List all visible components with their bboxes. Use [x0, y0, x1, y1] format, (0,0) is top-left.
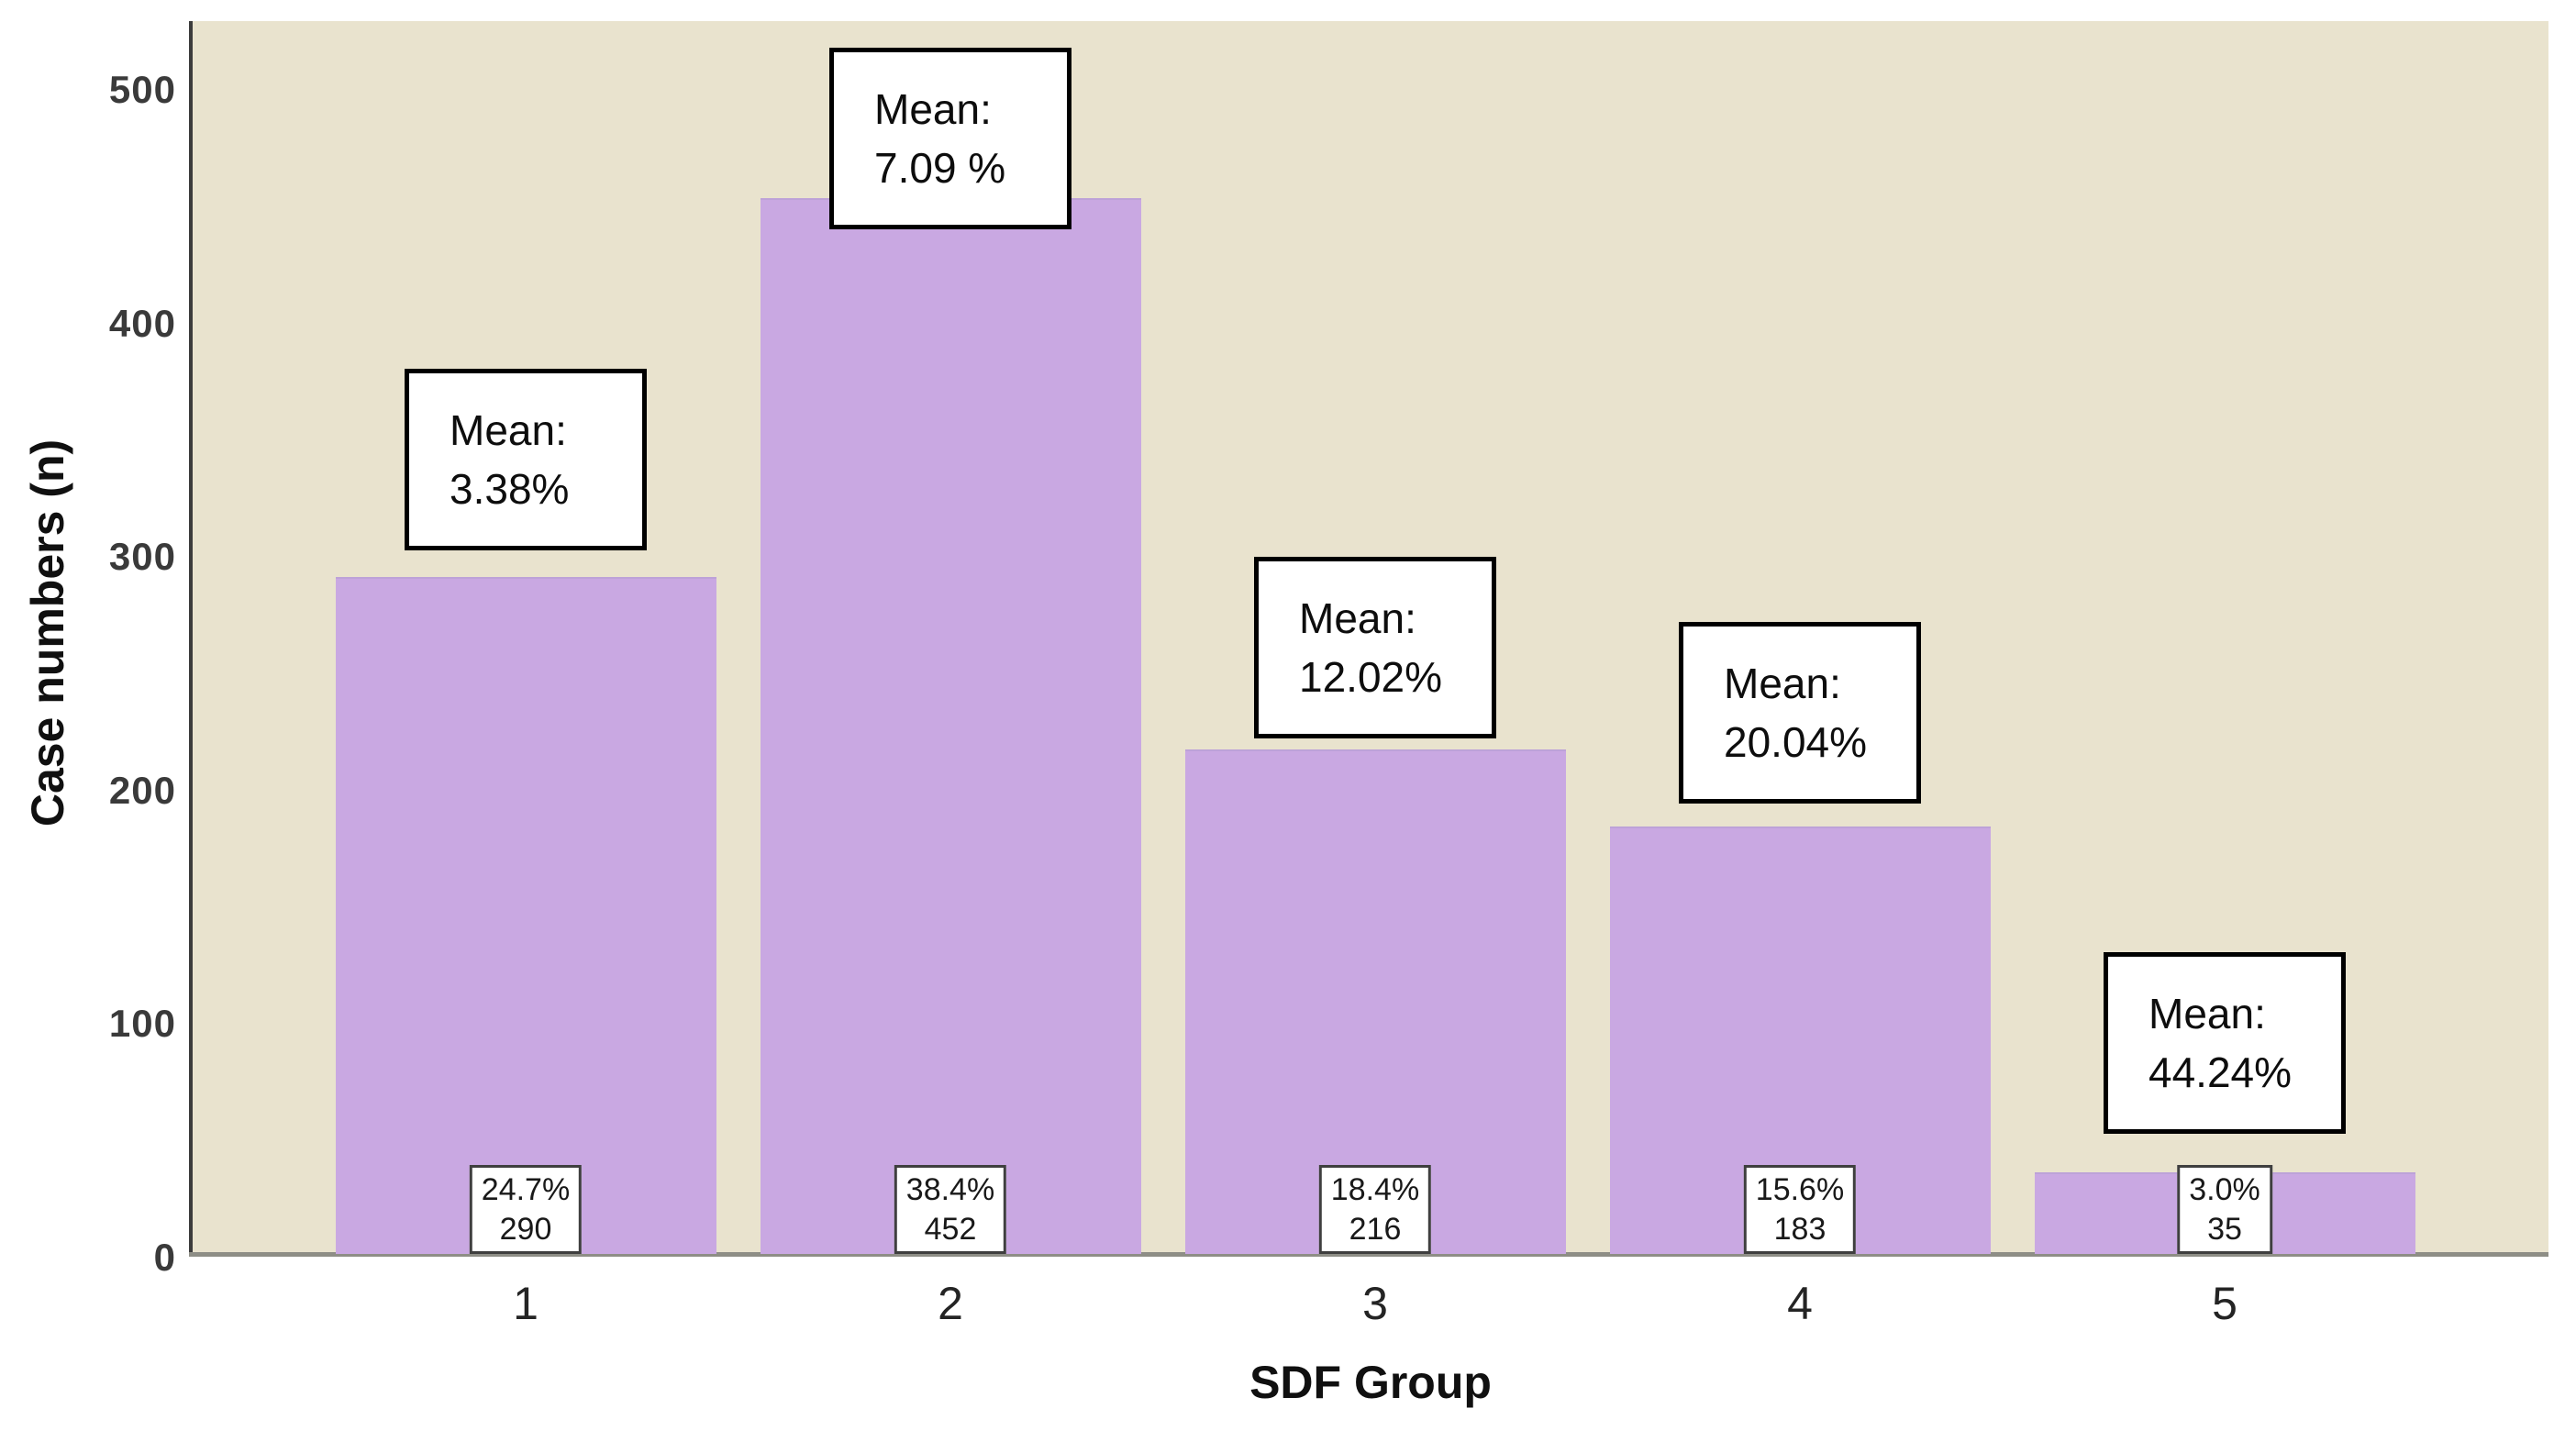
mean-annotation-box: Mean: 3.38% — [405, 369, 647, 550]
bar-value-box: 18.4% 216 — [1318, 1165, 1432, 1254]
mean-label-value: 12.02% — [1299, 653, 1443, 701]
bar-count-label: 183 — [1773, 1212, 1827, 1247]
mean-annotation-box: Mean: 7.09 % — [829, 48, 1071, 229]
bar-percent-label: 15.6% — [1755, 1172, 1845, 1207]
mean-annotation-box: Mean: 12.02% — [1254, 557, 1496, 738]
mean-label-value: 7.09 % — [874, 144, 1006, 192]
bar-count-label: 35 — [2207, 1212, 2242, 1247]
mean-annotation-box: Mean: 20.04% — [1679, 622, 1921, 804]
x-tick-label: 3 — [1362, 1278, 1388, 1329]
x-tick-label: 4 — [1787, 1278, 1813, 1329]
bar-percent-label: 24.7% — [481, 1172, 571, 1207]
bar-value-box: 24.7% 290 — [469, 1165, 583, 1254]
bar-value-box: 38.4% 452 — [894, 1165, 1007, 1254]
x-axis-title: SDF Group — [1249, 1357, 1492, 1408]
y-tick-label: 300 — [108, 535, 176, 579]
mean-label-value: 44.24% — [2149, 1048, 2293, 1096]
y-axis-line — [189, 21, 193, 1254]
y-tick-label: 200 — [108, 768, 176, 812]
mean-label-title: Mean: — [1299, 594, 1416, 642]
bar — [760, 198, 1141, 1254]
bar-percent-label: 18.4% — [1330, 1172, 1420, 1207]
bar-percent-label: 38.4% — [905, 1172, 995, 1207]
mean-label-title: Mean: — [2149, 990, 2266, 1037]
x-tick-label: 5 — [2212, 1278, 2237, 1329]
y-tick-label: 500 — [108, 68, 176, 112]
bar-percent-label: 3.0% — [2189, 1172, 2260, 1207]
x-tick-label: 1 — [513, 1278, 539, 1329]
x-axis-line — [189, 1252, 2548, 1257]
mean-label-value: 3.38% — [450, 465, 570, 513]
bar-value-box: 3.0% 35 — [2177, 1165, 2272, 1254]
bar — [335, 576, 716, 1254]
bar-count-label: 452 — [924, 1212, 977, 1247]
y-tick-label: 0 — [153, 1236, 176, 1279]
mean-label-title: Mean: — [450, 406, 567, 454]
mean-label-title: Mean: — [1724, 660, 1841, 707]
mean-label-title: Mean: — [874, 85, 992, 133]
bar-count-label: 216 — [1349, 1212, 1402, 1247]
mean-annotation-box: Mean: 44.24% — [2104, 952, 2346, 1134]
y-tick-label: 400 — [108, 301, 176, 345]
bar-value-box: 15.6% 183 — [1743, 1165, 1857, 1254]
x-tick-label: 2 — [938, 1278, 963, 1329]
mean-label-value: 20.04% — [1724, 718, 1868, 766]
y-tick-label: 100 — [108, 1002, 176, 1046]
bar-count-label: 290 — [499, 1212, 552, 1247]
